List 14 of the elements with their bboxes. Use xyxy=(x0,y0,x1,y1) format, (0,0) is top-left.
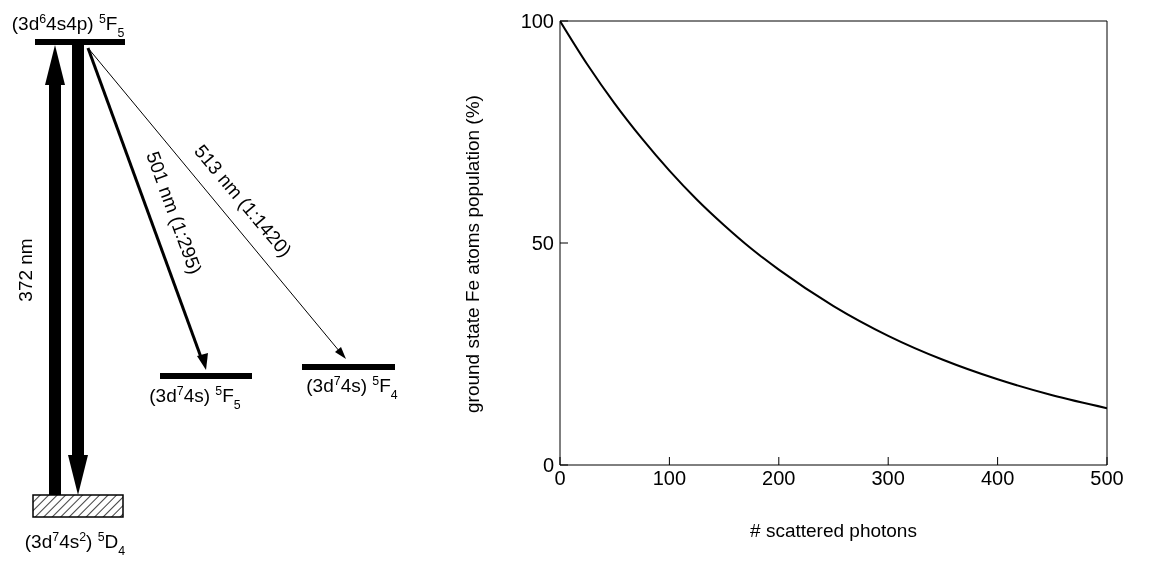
text: 372 nm xyxy=(15,238,36,302)
x-tick-label: 100 xyxy=(652,467,687,490)
text: (3d$^{6}$4s4p) $^{5}$F$_{5}$ xyxy=(11,12,125,40)
x-tick-label: 300 xyxy=(871,467,905,490)
x-tick-label: 400 xyxy=(980,467,1015,490)
text: (3d$^{7}$4s) $^{5}$F$_{5}$ xyxy=(149,384,241,412)
x-tick-label: 200 xyxy=(762,467,796,490)
text: (3d$^{7}$4s) $^{5}$F$_{4}$ xyxy=(306,374,398,402)
y-tick-label: 50 xyxy=(531,232,554,255)
y-axis-title: ground state Fe atoms population (%) xyxy=(461,95,483,413)
text: (3d$^{7}$4s$^{2}$) $^{5}$D$_{4}$ xyxy=(24,530,126,558)
x-axis-title: # scattered photons xyxy=(750,520,917,541)
x-tick-label: 500 xyxy=(1090,467,1124,490)
y-tick-label: 100 xyxy=(520,10,554,33)
